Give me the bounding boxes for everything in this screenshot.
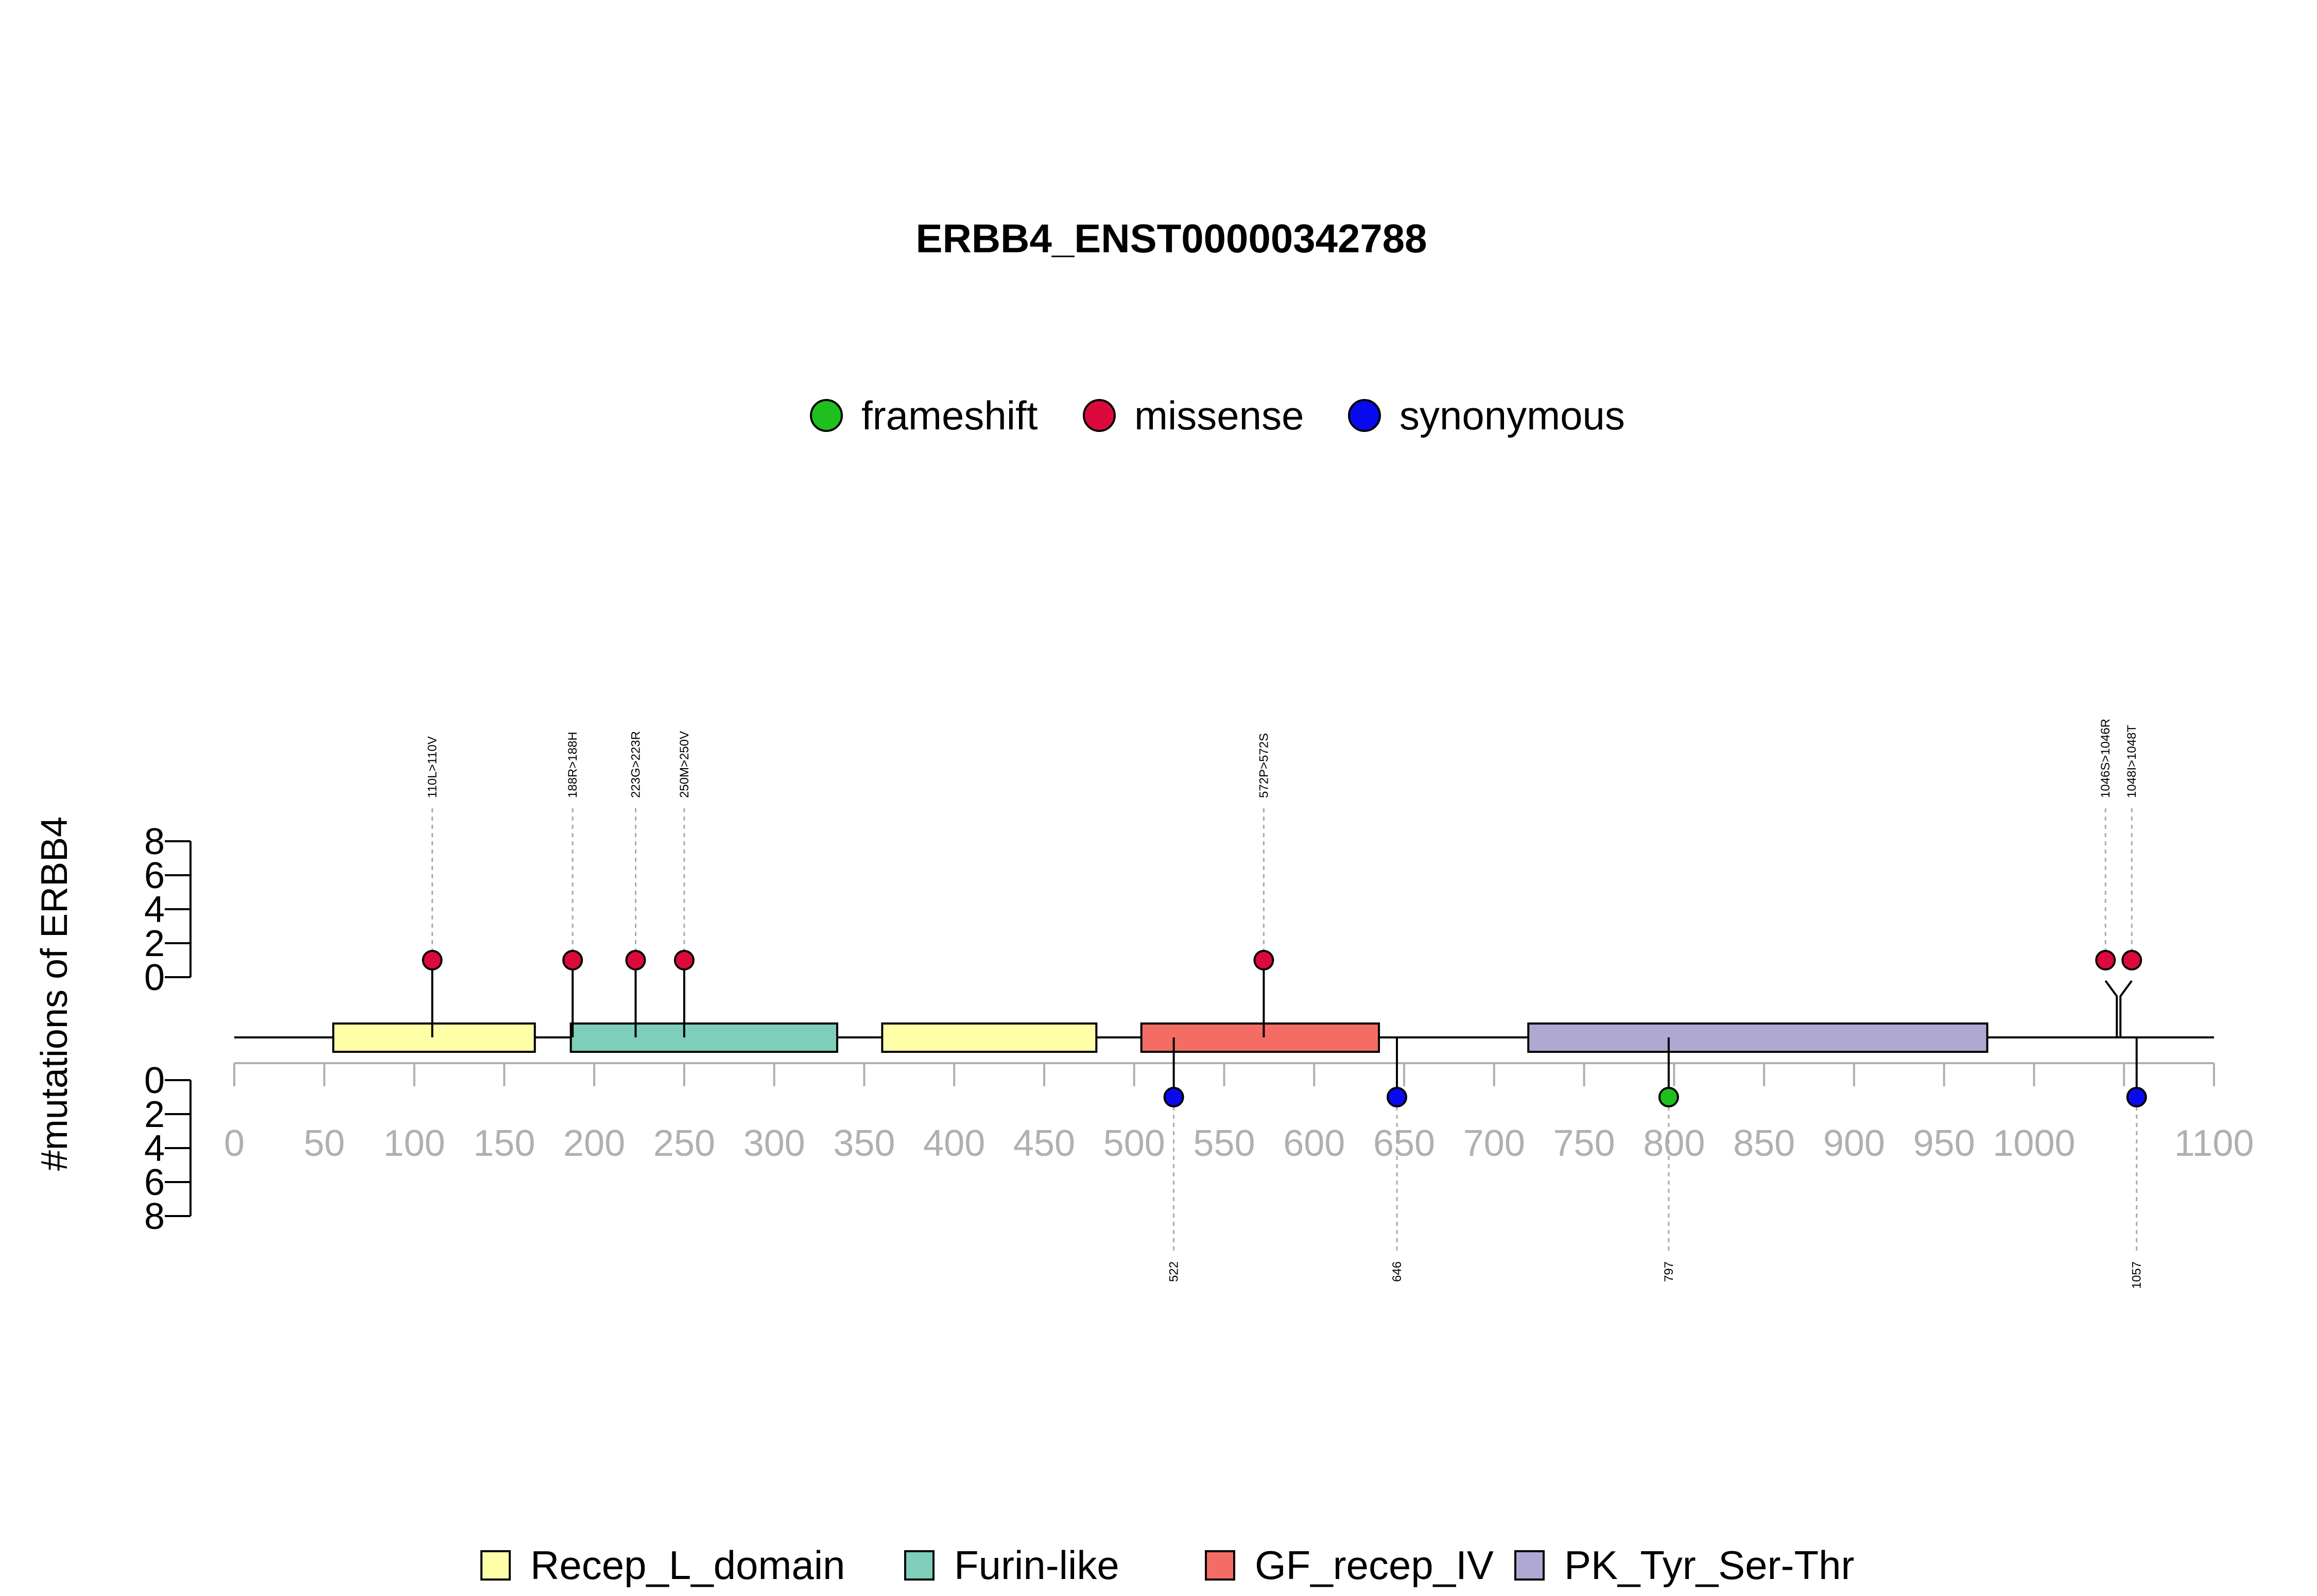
y-tick-top-label: 6 [144, 855, 165, 896]
domain-box [1527, 1022, 1989, 1053]
x-tick-label: 200 [563, 1123, 625, 1164]
mutation-head-missense [2121, 950, 2142, 970]
mutation-lollipops: 110L>110V 188R>188H 223G>223R 250M>250V 572P… [422, 719, 2147, 1289]
legend-synonymous-label: synonymous [1399, 393, 1625, 438]
mutation-legend: frameshift missense synonymous [810, 393, 1625, 438]
domain-boxes [332, 1022, 1989, 1053]
legend-synonymous-marker [1348, 399, 1381, 432]
mutation-label: 1046S>1046R [2099, 719, 2113, 798]
mutation-label: 250M>250V [678, 731, 691, 798]
x-tick-label: 1000 [1993, 1123, 2075, 1164]
legend-GF_recep_IV-swatch [1205, 1550, 1235, 1581]
mutation-head-missense [673, 950, 695, 970]
y-axis-label: #mutations of ERBB4 [34, 817, 75, 1171]
x-tick-label: 450 [1013, 1123, 1075, 1164]
mutation-label: 522 [1167, 1261, 1181, 1282]
mutation-label: 646 [1390, 1261, 1404, 1282]
mutation-head-missense [1253, 950, 1274, 970]
legend-frameshift-label: frameshift [861, 393, 1038, 438]
mutation-label: 1048I>1048T [2125, 725, 2139, 798]
legend-GF_recep_IV-label: GF_recep_IV [1255, 1542, 1494, 1588]
legend-PK_Tyr_Ser-Thr-swatch [1514, 1550, 1545, 1581]
mutation-stick [2119, 980, 2133, 1037]
domain-box [569, 1022, 838, 1053]
x-tick-label: 750 [1553, 1123, 1615, 1164]
domain-box [1140, 1022, 1380, 1053]
mutation-head-synonymous [1163, 1087, 1184, 1107]
y-tick-top-label: 2 [144, 923, 165, 964]
x-tick-label: 150 [473, 1123, 535, 1164]
y-tick-bottom-label: 2 [144, 1094, 165, 1135]
legend-frameshift-marker [810, 399, 843, 432]
x-tick-label: 400 [923, 1123, 985, 1164]
mutation-label: 188R>188H [566, 732, 580, 798]
x-tick-label: 0 [224, 1123, 245, 1164]
mutation-head-frameshift [1658, 1087, 1679, 1107]
x-tick-label: 950 [1913, 1123, 1975, 1164]
y-tick-bottom-label: 4 [144, 1128, 165, 1169]
domain-legend: Recep_L_domain Furin-like GF_recep_IV PK_Ty… [480, 1542, 1854, 1588]
y-tick-top-label: 8 [144, 821, 165, 862]
mutation-head-missense [562, 950, 583, 970]
mutation-label: 797 [1662, 1261, 1676, 1282]
x-tick-label: 850 [1733, 1123, 1795, 1164]
mutation-label: 223G>223R [629, 731, 643, 798]
legend-PK_Tyr_Ser-Thr-label: PK_Tyr_Ser-Thr [1564, 1542, 1854, 1588]
mutation-head-missense [2095, 950, 2116, 970]
y-tick-bottom-label: 8 [144, 1196, 165, 1237]
legend-Recep_L_domain-label: Recep_L_domain [530, 1542, 845, 1588]
mutation-label: 572P>572S [1257, 733, 1271, 798]
mutation-stick [2104, 980, 2118, 1037]
x-tick-label: 50 [304, 1123, 345, 1164]
legend-Furin-like-swatch [904, 1550, 935, 1581]
domain-box [881, 1022, 1098, 1053]
mutation-label: 110L>110V [426, 736, 440, 798]
y-tick-top-label: 0 [144, 957, 165, 998]
legend-missense-label: missense [1134, 393, 1304, 438]
chart-title: ERBB4_ENST00000342788 [916, 216, 1427, 261]
x-tick-label: 100 [383, 1123, 445, 1164]
x-tick-label: 250 [653, 1123, 715, 1164]
y-tick-bottom-label: 6 [144, 1162, 165, 1203]
x-tick-label: 800 [1643, 1123, 1705, 1164]
x-tick-label: 350 [833, 1123, 895, 1164]
legend-missense-marker [1083, 399, 1116, 432]
y-tick-bottom-label: 0 [144, 1060, 165, 1101]
y-tick-top-label: 4 [144, 889, 165, 930]
mutation-head-missense [625, 950, 646, 970]
mutation-label: 1057 [2130, 1261, 2144, 1289]
x-tick-label: 900 [1823, 1123, 1885, 1164]
mutation-head-synonymous [1387, 1087, 1408, 1107]
x-tick-label: 550 [1193, 1123, 1255, 1164]
x-tick-label: 600 [1283, 1123, 1345, 1164]
mutation-head-missense [422, 950, 443, 970]
domain-box [332, 1022, 536, 1053]
legend-Recep_L_domain-swatch [480, 1550, 511, 1581]
x-tick-label: 650 [1373, 1123, 1435, 1164]
x-tick-label: 500 [1103, 1123, 1165, 1164]
mutation-head-synonymous [2126, 1087, 2147, 1107]
x-tick-label: 300 [743, 1123, 805, 1164]
x-tick-label: 700 [1463, 1123, 1525, 1164]
legend-Furin-like-label: Furin-like [954, 1542, 1119, 1588]
x-tick-label: 1100 [2174, 1123, 2254, 1164]
